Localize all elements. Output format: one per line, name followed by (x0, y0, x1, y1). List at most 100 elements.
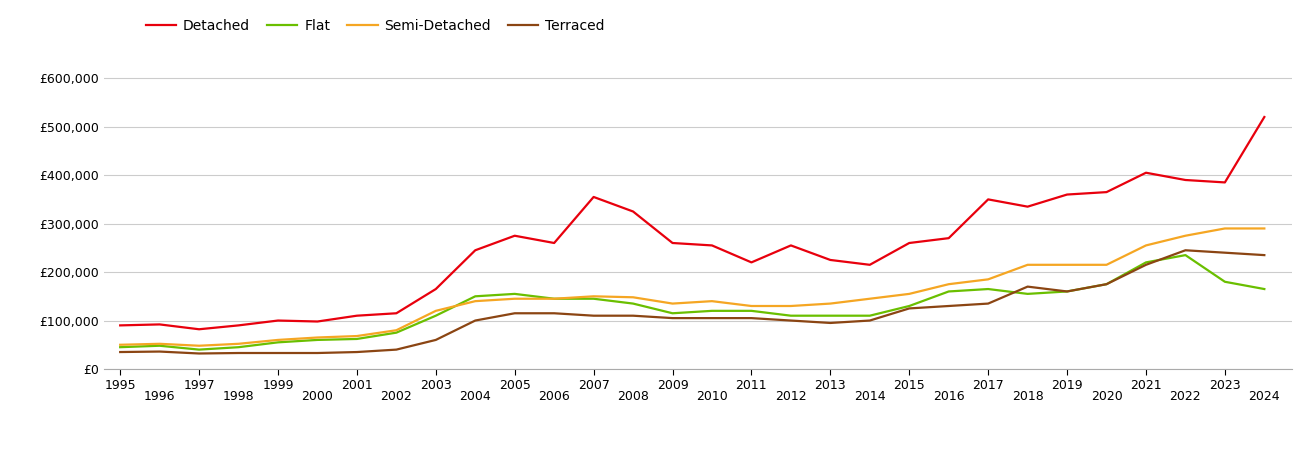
Semi-Detached (547, 296, 562, 302)
Detached (467, 248, 483, 253)
Detached (1257, 114, 1272, 120)
Detached (348, 313, 364, 319)
Detached (112, 323, 128, 328)
Semi-Detached (586, 293, 602, 299)
Semi-Detached (231, 341, 247, 346)
Semi-Detached (270, 337, 286, 342)
Semi-Detached (151, 341, 167, 346)
Flat (941, 289, 957, 294)
Terraced (112, 349, 128, 355)
Flat (1257, 286, 1272, 292)
Semi-Detached (822, 301, 838, 306)
Detached (783, 243, 799, 248)
Detached (902, 240, 917, 246)
Semi-Detached (744, 303, 760, 309)
Detached (586, 194, 602, 200)
Detached (151, 322, 167, 327)
Terraced (231, 350, 247, 356)
Terraced (348, 349, 364, 355)
Terraced (192, 351, 207, 356)
Semi-Detached (309, 335, 325, 340)
Terraced (744, 315, 760, 321)
Terraced (863, 318, 878, 323)
Semi-Detached (980, 277, 996, 282)
Detached (389, 310, 405, 316)
Terraced (467, 318, 483, 323)
Flat (902, 303, 917, 309)
Terraced (902, 306, 917, 311)
Flat (863, 313, 878, 319)
Flat (980, 286, 996, 292)
Semi-Detached (1138, 243, 1154, 248)
Flat (664, 310, 680, 316)
Flat (428, 313, 444, 319)
Terraced (506, 310, 522, 316)
Semi-Detached (506, 296, 522, 302)
Semi-Detached (1060, 262, 1075, 267)
Flat (625, 301, 641, 306)
Terraced (389, 347, 405, 352)
Flat (822, 313, 838, 319)
Flat (348, 336, 364, 342)
Flat (270, 340, 286, 345)
Flat (112, 345, 128, 350)
Semi-Detached (192, 343, 207, 348)
Flat (506, 291, 522, 297)
Detached (664, 240, 680, 246)
Semi-Detached (1218, 226, 1233, 231)
Detached (1019, 204, 1035, 209)
Terraced (783, 318, 799, 323)
Terraced (1019, 284, 1035, 289)
Semi-Detached (705, 298, 720, 304)
Detached (1099, 189, 1114, 195)
Detached (941, 235, 957, 241)
Detached (625, 209, 641, 214)
Flat (783, 313, 799, 319)
Terraced (547, 310, 562, 316)
Detached (744, 260, 760, 265)
Terraced (1099, 282, 1114, 287)
Detached (1060, 192, 1075, 197)
Semi-Detached (783, 303, 799, 309)
Detached (1138, 170, 1154, 176)
Terraced (1218, 250, 1233, 256)
Detached (705, 243, 720, 248)
Terraced (664, 315, 680, 321)
Terraced (822, 320, 838, 326)
Terraced (1060, 289, 1075, 294)
Legend: Detached, Flat, Semi-Detached, Terraced: Detached, Flat, Semi-Detached, Terraced (140, 13, 611, 38)
Flat (705, 308, 720, 314)
Flat (1218, 279, 1233, 284)
Semi-Detached (902, 291, 917, 297)
Detached (822, 257, 838, 263)
Semi-Detached (1257, 226, 1272, 231)
Terraced (151, 349, 167, 354)
Terraced (941, 303, 957, 309)
Detached (980, 197, 996, 202)
Terraced (270, 350, 286, 356)
Detached (863, 262, 878, 267)
Flat (744, 308, 760, 314)
Flat (1177, 252, 1193, 258)
Terraced (705, 315, 720, 321)
Semi-Detached (112, 342, 128, 347)
Semi-Detached (1019, 262, 1035, 267)
Semi-Detached (1099, 262, 1114, 267)
Flat (309, 337, 325, 342)
Flat (151, 343, 167, 348)
Line: Semi-Detached: Semi-Detached (120, 229, 1265, 346)
Flat (389, 330, 405, 335)
Semi-Detached (625, 295, 641, 300)
Flat (467, 293, 483, 299)
Terraced (1177, 248, 1193, 253)
Detached (547, 240, 562, 246)
Detached (428, 286, 444, 292)
Terraced (1138, 262, 1154, 267)
Detached (1218, 180, 1233, 185)
Semi-Detached (1177, 233, 1193, 238)
Semi-Detached (664, 301, 680, 306)
Semi-Detached (389, 328, 405, 333)
Detached (506, 233, 522, 238)
Flat (1099, 282, 1114, 287)
Terraced (586, 313, 602, 319)
